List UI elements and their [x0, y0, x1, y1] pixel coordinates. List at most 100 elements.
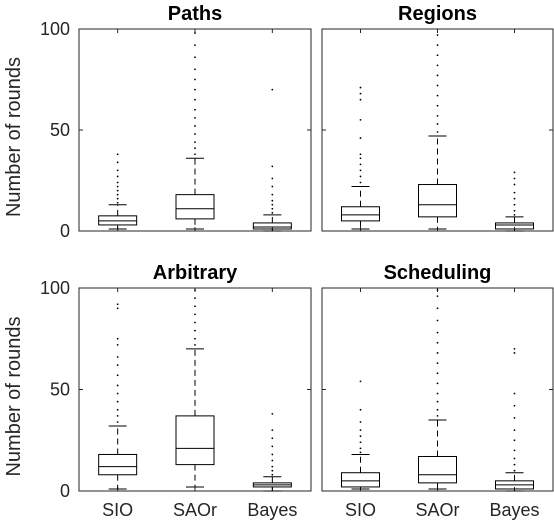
panel-2-outlier-saor [436, 44, 439, 47]
panel-4-outlier-saor [436, 307, 439, 310]
panel-1-outlier-sio [116, 175, 119, 178]
panel-3-outlier-bayes [271, 465, 274, 468]
panel-3-outlier-bayes [271, 437, 274, 440]
panel-4-outlier-saor [436, 362, 439, 365]
panel-2-axes-box [321, 28, 554, 232]
panel-1-outlier-bayes [271, 199, 274, 202]
panel-2-outlier-saor [436, 94, 439, 97]
panel-4-outlier-saor [436, 289, 439, 291]
panel-1-outlier-sio [116, 197, 119, 200]
panel-3-outlier-bayes [271, 445, 274, 448]
panel-2-outlier-bayes [513, 209, 516, 212]
panel-3-outlier-saor [194, 297, 196, 300]
panel-3-outlier-sio [116, 414, 119, 417]
panel-1-outlier-sio [116, 189, 119, 192]
panel-4-xtick-label-saor: SAOr [415, 500, 459, 520]
panel-2-outlier-saor [436, 54, 439, 57]
panel-2-outlier-bayes [513, 171, 516, 174]
panel-4-box-sio [341, 472, 380, 488]
panel-3-ytick-label: 0 [60, 481, 70, 501]
panel-4-outlier-sio [359, 447, 362, 450]
panel-3-xtick-label-sio: SIO [102, 500, 133, 520]
panel-2-outlier-saor [436, 104, 439, 107]
panel-2-outlier-sio [359, 137, 362, 139]
panel-4-outlier-sio [359, 380, 362, 383]
panel-4-outlier-bayes [513, 463, 516, 466]
panel-1-outlier-sio [116, 193, 119, 196]
panel-3-outlier-saor [194, 321, 196, 324]
panel-1-title: Paths [168, 3, 222, 25]
panel-2-outlier-saor [436, 64, 439, 67]
panel-3-outlier-saor [194, 329, 196, 332]
panel-2-box-bayes [495, 222, 534, 230]
panel-2-outlier-saor [436, 34, 439, 36]
panel-1-outlier-sio [116, 181, 119, 184]
panel-3-outlier-sio [116, 392, 119, 395]
panel-1-outlier-sio [116, 169, 119, 172]
panel-1-outlier-sio [116, 201, 119, 204]
panel-2-outlier-sio [359, 157, 362, 160]
panel-3-outlier-bayes [271, 429, 274, 431]
panel-1-ytick-label: 0 [60, 221, 70, 241]
panel-1-outlier-saor [194, 56, 196, 59]
panel-3-outlier-saor [194, 305, 196, 308]
panel-3-outlier-sio [116, 303, 119, 306]
panel-1-outlier-saor [194, 32, 196, 34]
panel-1-outlier-bayes [271, 211, 274, 214]
panel-1-ytick-label: 50 [50, 120, 70, 140]
panel-3-outlier-sio [116, 400, 119, 403]
panel-2-outlier-sio [359, 169, 362, 172]
panel-1-outlier-sio [116, 185, 119, 188]
panel-1-outlier-saor [194, 108, 196, 111]
panel-3-outlier-bayes [271, 473, 274, 476]
panel-3-box-sio [98, 453, 138, 476]
panel-4-outlier-saor [436, 382, 439, 385]
panel-1-outlier-sio [116, 161, 119, 164]
panel-4-axes-box [321, 287, 554, 492]
panel-4-outlier-saor [436, 341, 439, 344]
panel-1-outlier-saor [194, 78, 196, 81]
panel-4-outlier-saor [436, 331, 439, 334]
panel-1-box-sio [98, 215, 138, 226]
panel-2-outlier-saor [436, 123, 439, 125]
panel-1-outlier-saor [194, 68, 196, 71]
panel-1-outlier-saor [194, 153, 196, 156]
panel-2-outlier-sio [359, 181, 362, 184]
panel-2-outlier-sio [359, 119, 362, 121]
panel-2-box-sio [341, 206, 380, 222]
panel-3-box-saor [175, 415, 215, 466]
panel-2-outlier-saor [436, 84, 439, 87]
panel-1-axes-box [78, 28, 312, 232]
panel-3-ytick-label: 50 [50, 380, 70, 400]
panel-4-outlier-saor [436, 408, 439, 411]
panel-2-outlier-bayes [513, 191, 516, 194]
panel-4-outlier-saor [436, 392, 439, 395]
panel-4-outlier-bayes [513, 457, 516, 460]
panel-4-outlier-bayes [513, 439, 516, 442]
panel-4-outlier-sio [359, 429, 362, 431]
panel-4-outlier-saor [436, 319, 439, 322]
panel-4-outlier-sio [359, 421, 362, 423]
panel-1-outlier-bayes [271, 165, 274, 168]
panel-4-outlier-saor [436, 295, 439, 298]
panel-2-box-saor [418, 184, 457, 218]
panel-3-outlier-saor [194, 313, 196, 316]
panel-3-xtick-label-saor: SAOr [173, 500, 217, 520]
panel-3-outlier-bayes [271, 453, 274, 456]
panel-2-outlier-sio [359, 92, 362, 95]
panel-2-outlier-sio [359, 153, 362, 156]
panel-1-outlier-bayes [271, 185, 274, 188]
panel-4-outlier-bayes [513, 348, 516, 350]
panel-2-outlier-bayes [513, 213, 516, 216]
panel-3-outlier-sio [116, 364, 119, 367]
panel-4-outlier-saor [436, 414, 439, 417]
panel-1-outlier-saor [194, 88, 196, 91]
panel-3-outlier-bayes [271, 459, 274, 462]
panel-2-outlier-sio [359, 86, 362, 89]
panel-1-outlier-saor [194, 44, 196, 47]
panel-1-outlier-bayes [271, 193, 274, 196]
panel-3-ytick-label: 100 [40, 278, 70, 298]
panel-4-outlier-saor [436, 352, 439, 354]
panel-4-outlier-saor [436, 400, 439, 403]
